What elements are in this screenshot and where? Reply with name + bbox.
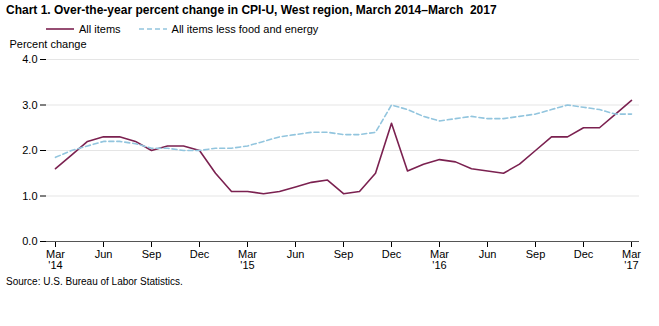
svg-text:Jun: Jun xyxy=(287,248,305,260)
svg-text:4.0: 4.0 xyxy=(22,53,37,65)
svg-text:1.0: 1.0 xyxy=(22,190,37,202)
svg-text:Mar'15: Mar'15 xyxy=(238,248,257,271)
svg-text:Dec: Dec xyxy=(190,248,210,260)
html-text:All items less food and energy: All items less food and energy xyxy=(171,23,319,35)
html-text:Source: U.S. Bureau of Labor S: Source: U.S. Bureau of Labor Statistics. xyxy=(6,276,183,287)
svg-text:Jun: Jun xyxy=(95,248,113,260)
svg-text:3.0: 3.0 xyxy=(22,99,37,111)
html-text:Chart 1. Over-the-year percent: Chart 1. Over-the-year percent change in… xyxy=(6,3,497,17)
svg-text:Dec: Dec xyxy=(574,248,594,260)
svg-text:Sep: Sep xyxy=(142,248,162,260)
svg-text:Sep: Sep xyxy=(526,248,546,260)
svg-text:Dec: Dec xyxy=(382,248,402,260)
svg-text:0.0: 0.0 xyxy=(22,235,37,247)
svg-text:Mar'17: Mar'17 xyxy=(622,248,641,271)
svg-text:Mar'16: Mar'16 xyxy=(430,248,449,271)
svg-text:Sep: Sep xyxy=(334,248,354,260)
svg-text:Percent change: Percent change xyxy=(10,38,87,50)
svg-text:2.0: 2.0 xyxy=(22,144,37,156)
svg-text:Jun: Jun xyxy=(479,248,497,260)
html-text:All items: All items xyxy=(79,23,121,35)
svg-text:Mar'14: Mar'14 xyxy=(46,248,65,271)
